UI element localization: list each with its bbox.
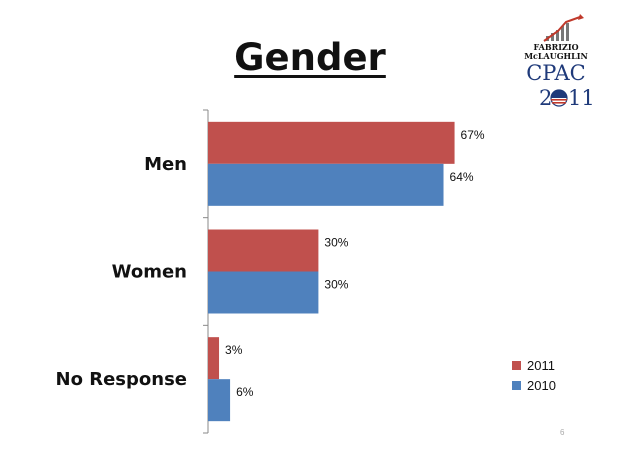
- category-label: No Response: [56, 369, 187, 390]
- data-label: 67%: [461, 128, 485, 142]
- flag-ball-icon: [550, 89, 568, 107]
- data-label: 64%: [450, 170, 474, 184]
- page-number: 6: [560, 428, 565, 437]
- category-label: Women: [112, 262, 187, 283]
- data-label: 30%: [324, 236, 348, 250]
- logo-line1: FABRIZIO: [533, 42, 578, 52]
- bar-2010-no-response: [208, 379, 231, 422]
- cpac-logo: FABRIZIO McLAUGHLIN CPAC 2 11: [524, 14, 595, 110]
- logo-line3: CPAC: [526, 61, 586, 85]
- logo-line4-right: 11: [568, 86, 595, 110]
- bar-2010-men: [208, 163, 444, 206]
- category-label: Men: [144, 154, 187, 175]
- data-label: 3%: [225, 343, 243, 357]
- legend-swatch-2011: [512, 361, 521, 370]
- bar-2011-men: [208, 121, 455, 164]
- bar-2011-women: [208, 229, 319, 272]
- bar-2011-no-response: [208, 337, 220, 380]
- legend-label-2010: 2010: [527, 378, 556, 393]
- data-label: 30%: [324, 278, 348, 292]
- legend-swatch-2010: [512, 381, 521, 390]
- data-label: 6%: [236, 385, 254, 399]
- logo-line2: McLAUGHLIN: [524, 51, 588, 61]
- page-title: Gender: [234, 36, 386, 79]
- growth-arrow-icon: [543, 14, 584, 42]
- legend-label-2011: 2011: [527, 358, 555, 373]
- logo-line4-left: 2: [539, 86, 552, 110]
- bar-2010-women: [208, 271, 319, 314]
